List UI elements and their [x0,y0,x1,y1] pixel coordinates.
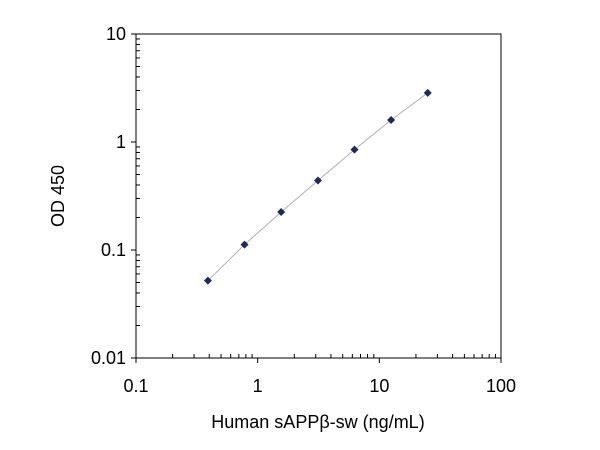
plot-area-frame [135,33,502,359]
tick-labels: 0.1 1 10 100 0.01 0.1 1 10 [91,24,516,396]
data-point [313,176,322,185]
data-point [240,240,249,249]
x-tick-label: 1 [253,376,263,396]
x-tick-label: 0.1 [123,376,148,396]
x-tick-label: 10 [369,376,389,396]
y-tick-label: 0.01 [91,348,126,368]
major-ticks [131,33,502,363]
marker-layer [203,88,432,285]
x-tick-label: 100 [486,376,516,396]
x-axis-title: Human sAPPβ-sw (ng/mL) [211,412,424,432]
minor-ticks [136,38,496,358]
y-axis-title: OD 450 [48,165,68,227]
data-point [387,115,396,124]
data-point [277,207,286,216]
y-tick-label: 10 [106,24,126,44]
y-tick-label: 0.1 [101,240,126,260]
y-tick-label: 1 [116,132,126,152]
trendline-layer [207,92,428,282]
trendline [207,92,428,282]
data-point [423,88,432,97]
data-point [203,276,212,285]
data-point [350,145,359,154]
